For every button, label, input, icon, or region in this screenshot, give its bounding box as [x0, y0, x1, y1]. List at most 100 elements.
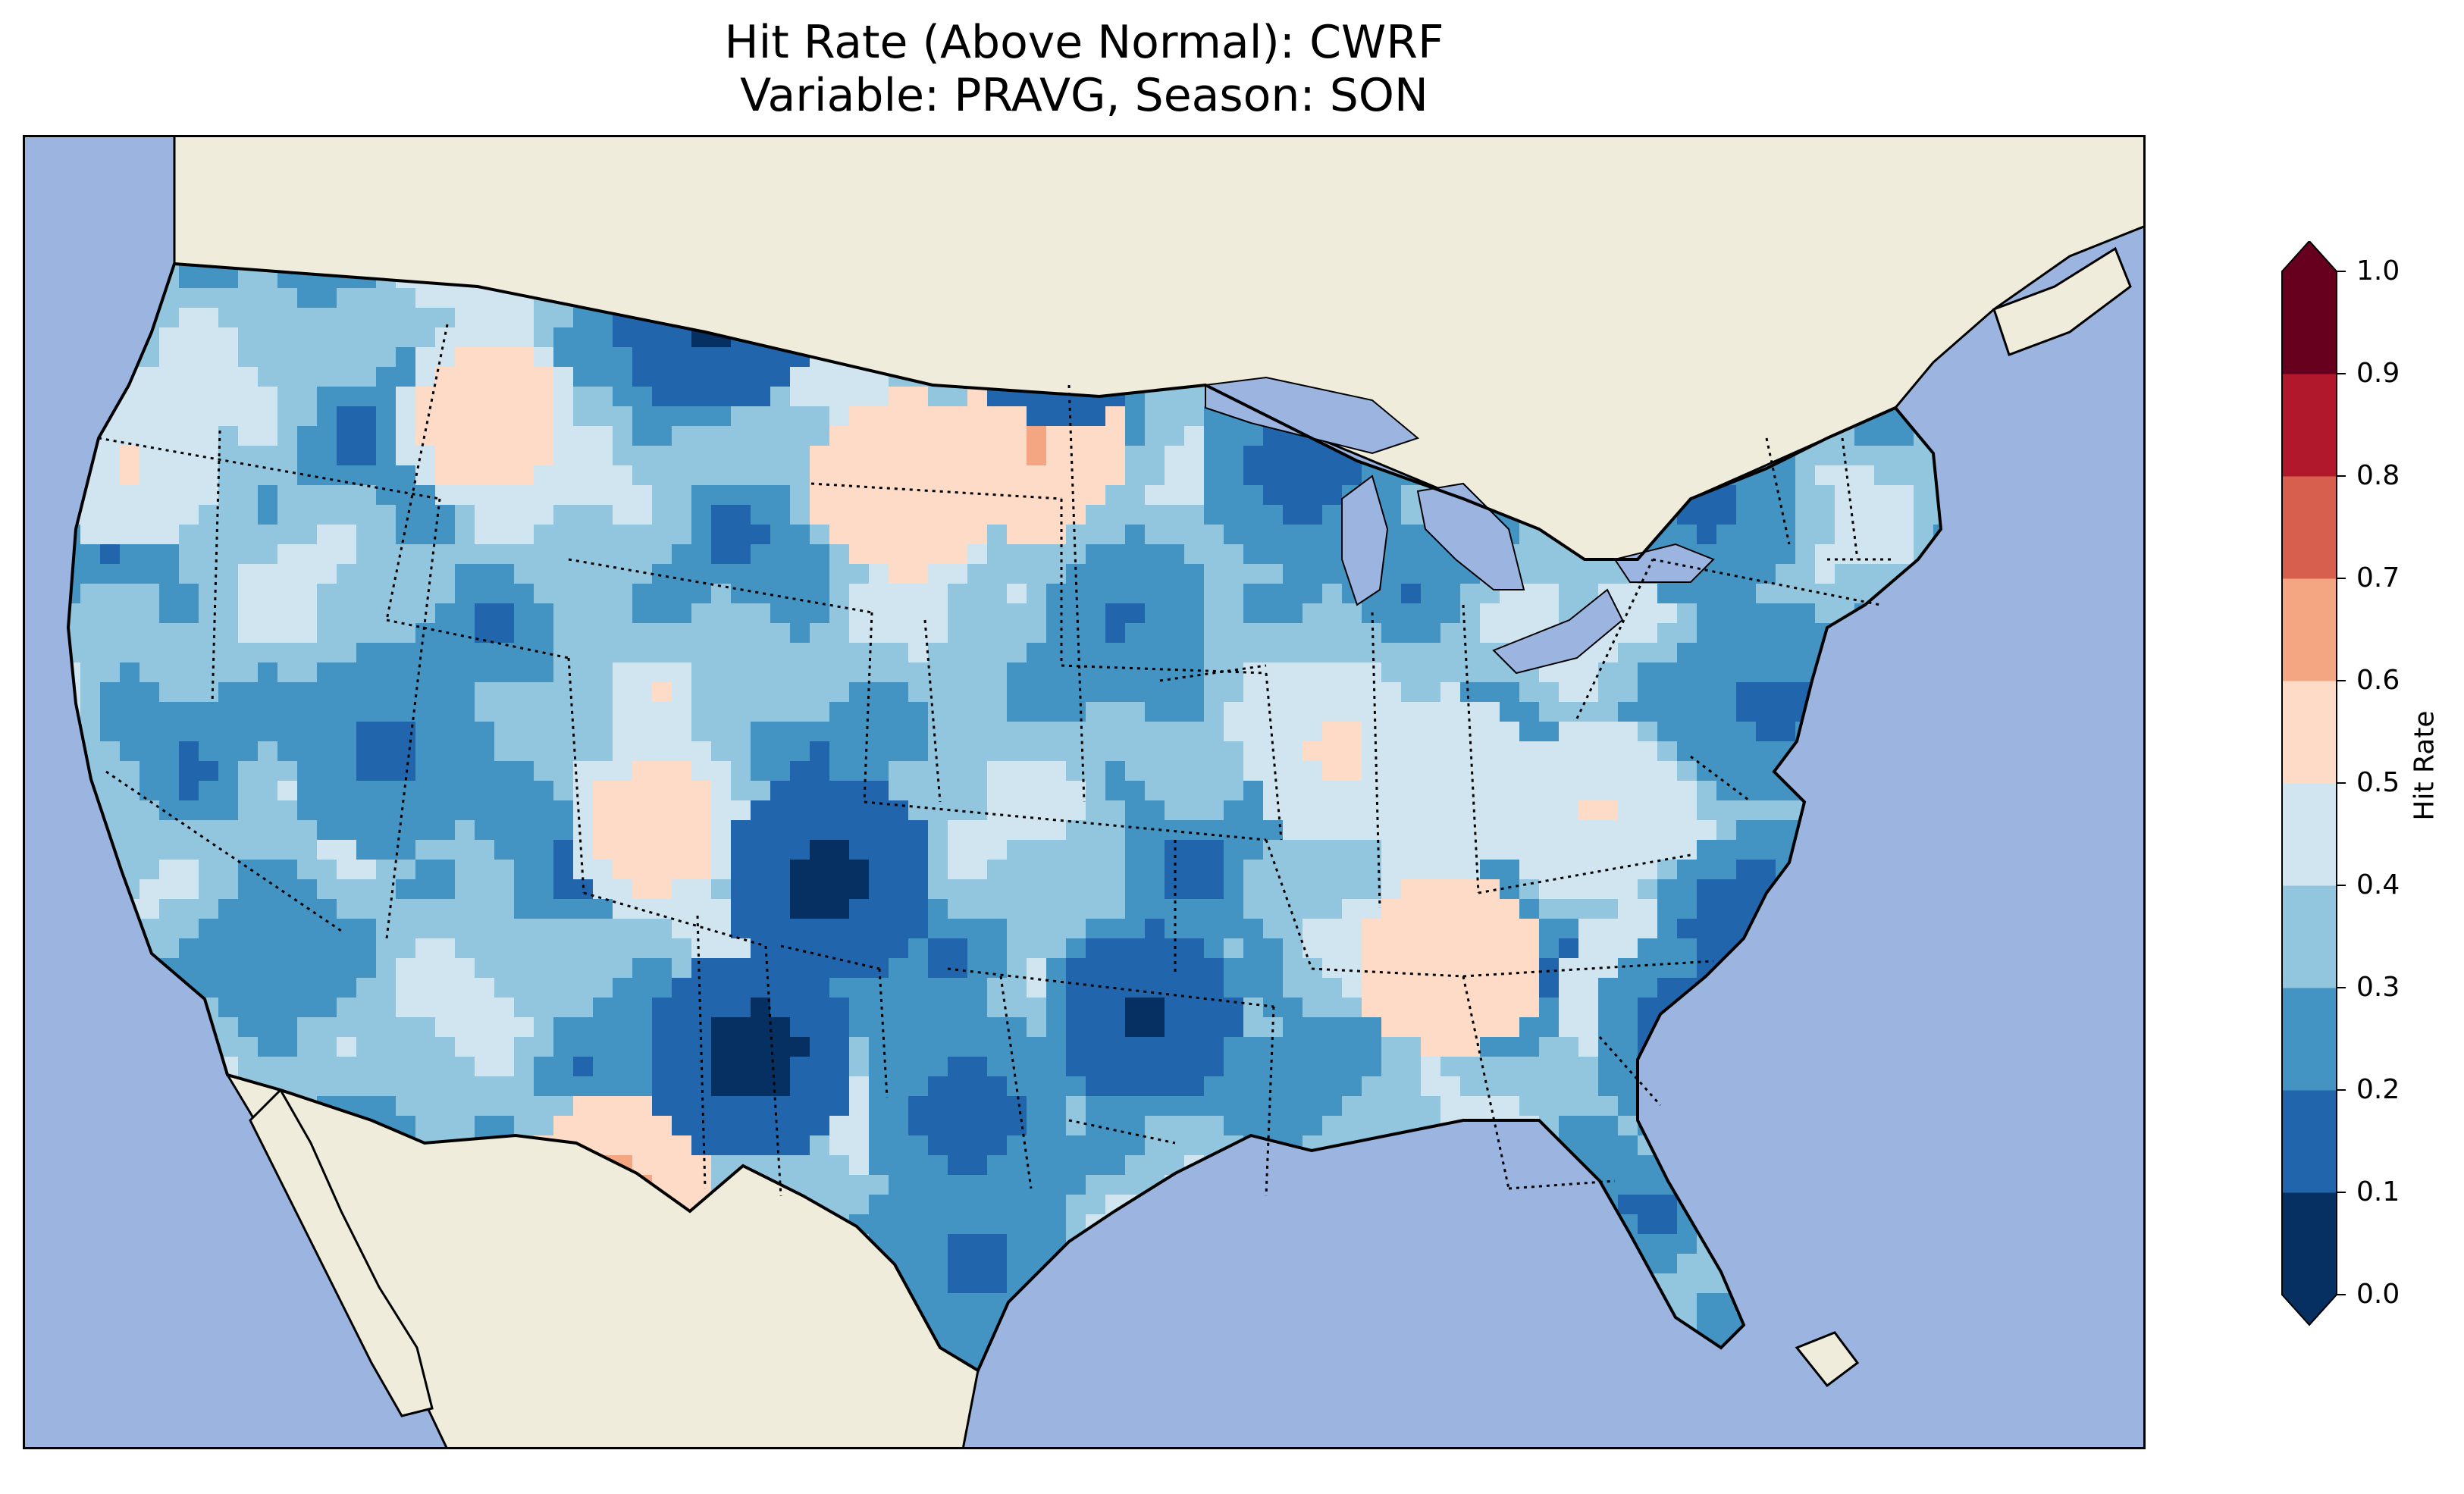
hit-rate-cell — [297, 682, 318, 703]
hit-rate-cell — [948, 387, 968, 407]
hit-rate-cell — [218, 308, 239, 328]
hit-rate-cell — [613, 682, 633, 703]
hit-rate-cell — [1401, 741, 1422, 762]
hit-rate-cell — [1500, 919, 1520, 939]
hit-rate-cell — [731, 662, 751, 683]
hit-rate-cell — [297, 623, 318, 644]
hit-rate-cell — [179, 958, 199, 979]
hit-rate-cell — [1381, 820, 1402, 841]
hit-rate-cell — [593, 446, 613, 466]
hit-rate-cell — [1066, 781, 1086, 801]
hit-rate-cell — [869, 800, 889, 821]
hit-rate-cell — [1125, 1135, 1146, 1156]
hit-rate-cell — [1874, 426, 1895, 446]
hit-rate-cell — [159, 465, 180, 486]
hit-rate-cell — [1421, 741, 1441, 762]
hit-rate-cell — [415, 702, 436, 722]
hit-rate-cell — [1243, 1116, 1264, 1136]
hit-rate-cell — [967, 938, 988, 959]
hit-rate-cell — [632, 722, 653, 742]
hit-rate-cell — [731, 564, 751, 584]
hit-rate-cell — [218, 603, 239, 624]
hit-rate-cell — [553, 387, 574, 407]
hit-rate-cell — [672, 899, 692, 919]
hit-rate-cell — [100, 643, 121, 663]
hit-rate-cell — [218, 800, 239, 821]
hit-rate-cell — [376, 347, 397, 368]
hit-rate-cell — [770, 662, 791, 683]
hit-rate-cell — [1007, 1135, 1027, 1156]
hit-rate-cell — [613, 1135, 633, 1156]
hit-rate-cell — [869, 761, 889, 781]
hit-rate-cell — [790, 682, 810, 703]
hit-rate-cell — [1736, 564, 1757, 584]
hit-rate-cell — [652, 584, 672, 604]
hit-rate-cell — [1539, 584, 1560, 604]
hit-rate-cell — [140, 840, 160, 860]
hit-rate-cell — [1007, 406, 1027, 427]
hit-rate-cell — [1657, 603, 1678, 624]
hit-rate-cell — [1795, 623, 1816, 644]
hit-rate-cell — [948, 879, 968, 900]
hit-rate-cell — [199, 840, 219, 860]
chart-subtitle: Variable: PRAVG, Season: SON — [740, 69, 1428, 122]
hit-rate-cell — [849, 722, 870, 742]
hit-rate-cell — [1145, 1037, 1165, 1057]
hit-rate-cell — [80, 603, 101, 624]
hit-rate-cell — [967, 978, 988, 998]
hit-rate-cell — [593, 741, 613, 762]
hit-rate-cell — [1165, 623, 1185, 644]
hit-rate-cell — [1165, 1135, 1185, 1156]
hit-rate-cell — [1559, 1037, 1579, 1057]
hit-rate-cell — [475, 347, 495, 368]
hit-rate-cell — [1283, 544, 1303, 565]
hit-rate-cell — [613, 347, 633, 368]
hit-rate-cell — [218, 505, 239, 525]
hit-rate-cell — [1440, 1096, 1461, 1117]
hit-rate-cell — [179, 465, 199, 486]
hit-rate-cell — [317, 682, 337, 703]
hit-rate-cell — [1007, 702, 1027, 722]
hit-rate-cell — [770, 1037, 791, 1057]
hit-rate-cell — [455, 800, 475, 821]
hit-rate-cell — [218, 525, 239, 545]
hit-rate-cell — [889, 1234, 909, 1254]
hit-rate-cell — [1243, 505, 1264, 525]
hit-rate-cell — [573, 446, 594, 466]
hit-rate-cell — [1638, 800, 1658, 821]
hit-rate-cell — [1342, 879, 1362, 900]
hit-rate-cell — [632, 465, 653, 486]
hit-rate-cell — [1440, 820, 1461, 841]
hit-rate-cell — [1401, 662, 1422, 683]
hit-rate-cell — [356, 505, 377, 525]
hit-rate-cell — [1736, 800, 1757, 821]
hit-rate-cell — [1421, 761, 1441, 781]
hit-rate-cell — [475, 426, 495, 446]
hit-rate-cell — [1243, 525, 1264, 545]
hit-rate-cell — [573, 958, 594, 979]
hit-rate-cell — [751, 1076, 771, 1097]
hit-rate-cell — [829, 722, 850, 742]
hit-rate-cell — [534, 406, 554, 427]
hit-rate-cell — [100, 465, 121, 486]
hit-rate-cell — [869, 623, 889, 644]
hit-rate-cell — [1756, 623, 1776, 644]
hit-rate-cell — [1066, 584, 1086, 604]
hit-rate-cell — [337, 761, 357, 781]
hit-rate-cell — [1046, 603, 1067, 624]
hit-rate-cell — [790, 1057, 810, 1077]
hit-rate-cell — [889, 919, 909, 939]
hit-rate-cell — [1184, 800, 1205, 821]
hit-rate-cell — [1224, 1017, 1244, 1038]
hit-rate-cell — [731, 1057, 751, 1077]
hit-rate-cell — [179, 840, 199, 860]
hit-rate-cell — [356, 603, 377, 624]
hit-rate-cell — [1578, 899, 1599, 919]
hit-rate-cell — [869, 544, 889, 565]
hit-rate-cell — [553, 367, 574, 387]
hit-rate-cell — [928, 643, 948, 663]
hit-rate-cell — [1105, 564, 1126, 584]
hit-rate-cell — [475, 544, 495, 565]
hit-rate-cell — [1657, 741, 1678, 762]
hit-rate-cell — [573, 406, 594, 427]
